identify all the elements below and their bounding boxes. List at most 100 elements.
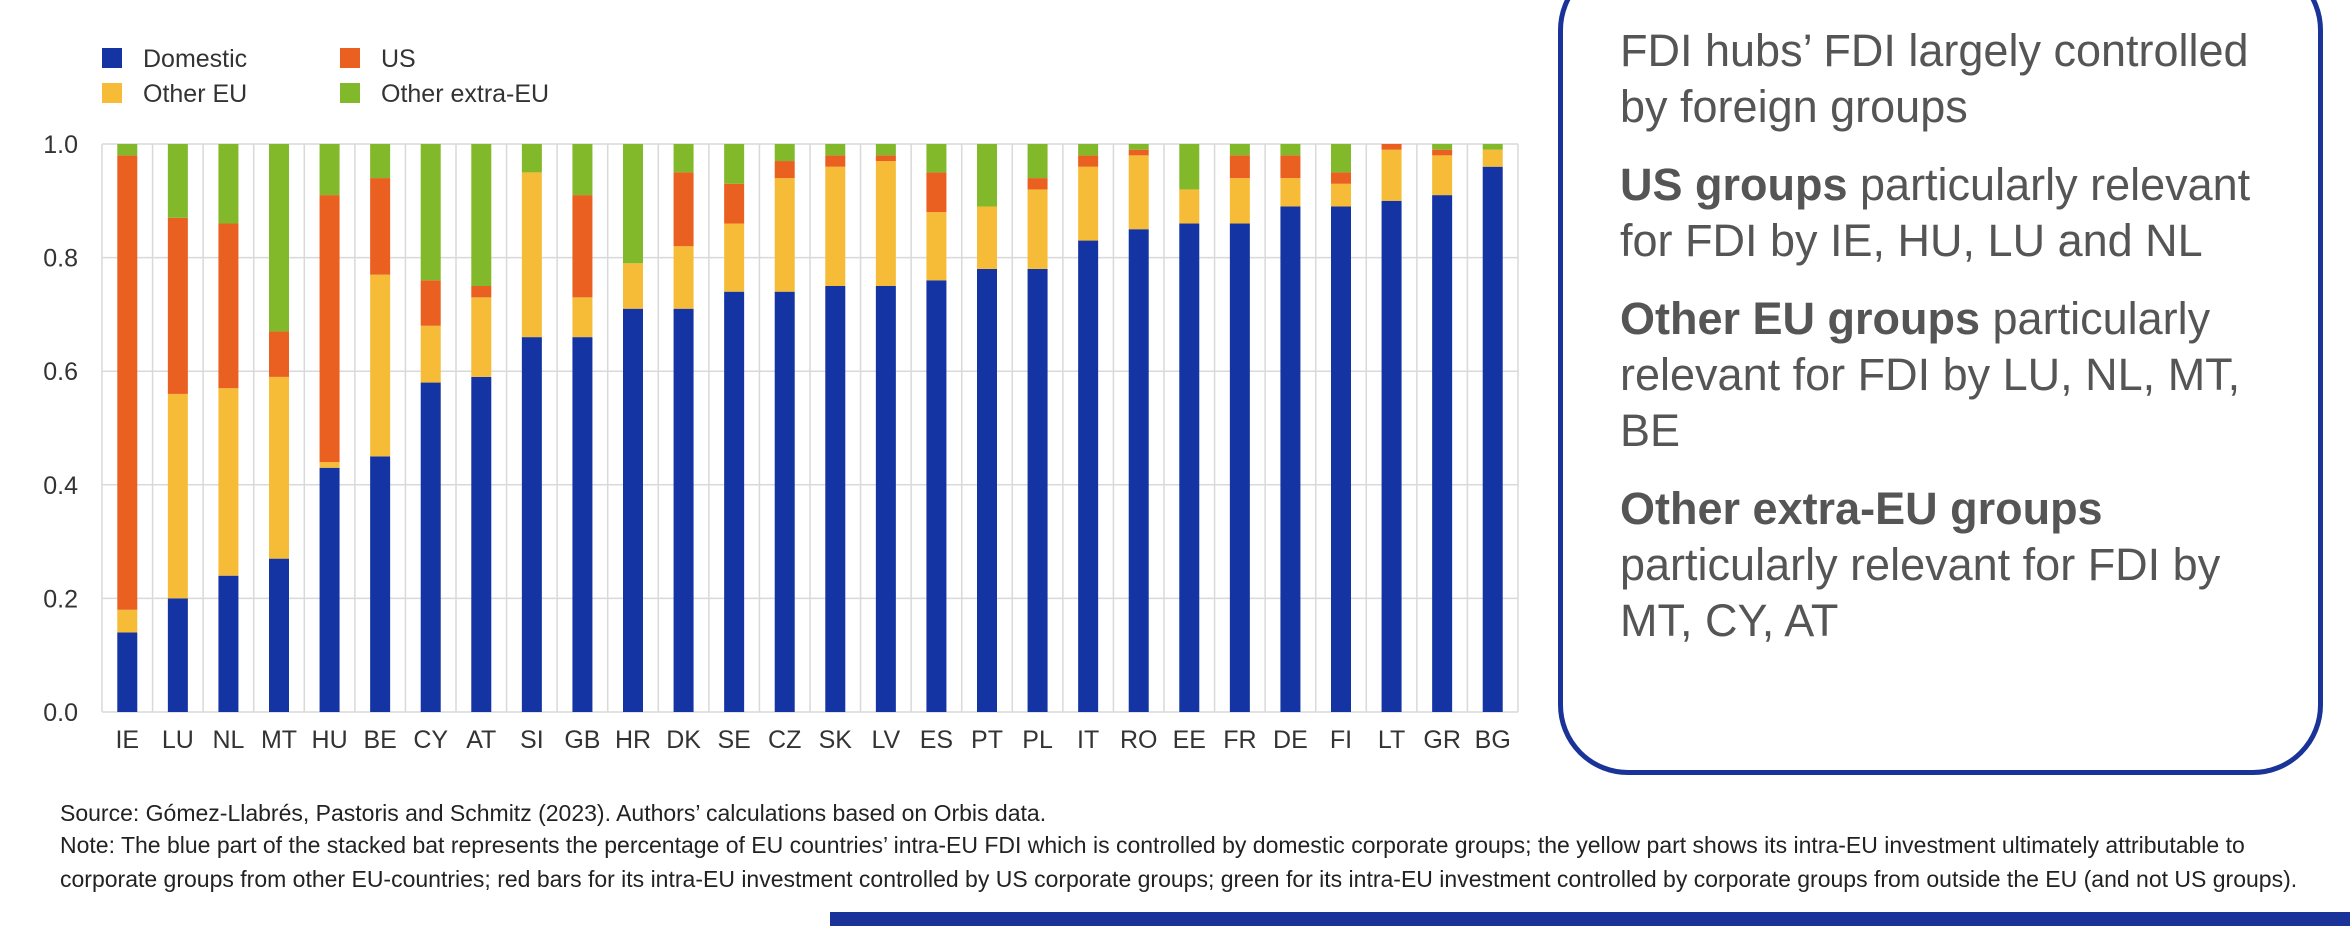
bar-segment-other-eu-mt xyxy=(269,376,289,559)
bar-segment-us-pl xyxy=(1027,178,1048,190)
bar-segment-other-extra-eu-es xyxy=(926,144,947,173)
bar-segment-other-extra-eu-ee xyxy=(1179,144,1200,190)
bar-segment-domestic-se xyxy=(724,291,745,712)
finding-2: US groups particularly relevant for FDI … xyxy=(1620,157,2280,269)
bar-segment-other-extra-eu-fr xyxy=(1229,144,1250,156)
key-findings-panel: FDI hubs’ FDI largely controlled by fore… xyxy=(1558,0,2323,775)
bar-segment-other-eu-sk xyxy=(825,166,846,286)
legend-swatch xyxy=(102,48,122,68)
bar-segment-domestic-be xyxy=(370,456,391,712)
bar-segment-us-gr xyxy=(1432,149,1453,156)
bar-segment-us-de xyxy=(1280,155,1301,179)
bar-segment-other-extra-eu-pt xyxy=(977,144,997,207)
bar-segment-other-eu-fr xyxy=(1229,178,1250,224)
bar-segment-domestic-cy xyxy=(420,382,441,712)
bar-segment-other-eu-gb xyxy=(572,297,593,338)
y-tick-label: 1.0 xyxy=(43,131,78,159)
y-tick-label: 0.2 xyxy=(43,585,78,613)
bar-segment-us-es xyxy=(926,172,947,213)
y-tick-label: 0.0 xyxy=(43,699,78,727)
bar-segment-domestic-hr xyxy=(623,308,643,712)
bar-segment-domestic-dk xyxy=(673,308,694,712)
x-tick-label: PT xyxy=(971,726,1003,754)
finding-3-text: particularly relevant for FDI by LU, NL,… xyxy=(1620,293,2241,456)
legend-label: Other extra-EU xyxy=(381,80,549,108)
x-tick-label: EE xyxy=(1173,726,1206,754)
bar-segment-domestic-gr xyxy=(1432,195,1453,712)
x-tick-label: SE xyxy=(717,726,750,754)
bar-segment-other-extra-eu-gb xyxy=(572,144,593,196)
bar-segment-domestic-si xyxy=(521,337,542,712)
x-tick-label: MT xyxy=(261,726,297,754)
bar-segment-domestic-gb xyxy=(572,337,593,712)
bar-segment-other-extra-eu-ro xyxy=(1128,144,1149,150)
y-tick-label: 0.4 xyxy=(43,472,78,500)
x-tick-label: CY xyxy=(413,726,448,754)
bar-segment-us-dk xyxy=(673,172,694,247)
bar-segment-other-eu-bg xyxy=(1482,149,1503,167)
bar-segment-domestic-es xyxy=(926,280,947,712)
bar-segment-other-extra-eu-hu xyxy=(319,144,340,196)
x-tick-label: LT xyxy=(1378,726,1405,754)
bar-segment-domestic-nl xyxy=(218,575,239,712)
chart-legend: Domestic Other EU US Other extra-EU xyxy=(102,45,549,108)
bar-segment-other-extra-eu-cy xyxy=(420,144,441,281)
bottom-accent-bar xyxy=(830,912,2350,926)
finding-3-bold: Other EU groups xyxy=(1620,293,1981,344)
bar-segment-us-it xyxy=(1078,155,1099,167)
bar-segment-domestic-ro xyxy=(1128,229,1149,712)
bar-segment-domestic-de xyxy=(1280,206,1301,713)
bar-segment-us-gb xyxy=(572,195,593,298)
x-tick-label: ES xyxy=(920,726,953,754)
bar-segment-other-extra-eu-it xyxy=(1078,144,1099,156)
legend-label: Other EU xyxy=(143,80,247,108)
bar-segment-other-extra-eu-cz xyxy=(774,144,795,162)
bar-segment-other-extra-eu-at xyxy=(471,144,492,286)
x-tick-label: FR xyxy=(1223,726,1256,754)
bar-segment-other-eu-cy xyxy=(420,325,441,383)
legend-swatch xyxy=(340,48,360,68)
bar-segment-other-eu-ro xyxy=(1128,155,1149,230)
finding-1: FDI hubs’ FDI largely controlled by fore… xyxy=(1620,23,2280,135)
x-tick-label: CZ xyxy=(768,726,801,754)
finding-2-bold: US groups xyxy=(1620,159,1848,210)
x-tick-label: PL xyxy=(1022,726,1053,754)
bar-segment-other-eu-hr xyxy=(623,263,643,309)
finding-2-text: particularly relevant for FDI by IE, HU,… xyxy=(1620,159,2251,266)
x-tick-label: BG xyxy=(1475,726,1511,754)
bar-segment-other-eu-dk xyxy=(673,246,694,309)
x-tick-label: GB xyxy=(564,726,600,754)
bar-segment-domestic-hu xyxy=(319,467,340,712)
bar-segment-domestic-at xyxy=(471,376,492,712)
bar-segment-us-nl xyxy=(218,223,239,389)
chart-grid xyxy=(101,143,1519,713)
bar-segment-other-extra-eu-sk xyxy=(825,144,846,156)
x-tick-label: DE xyxy=(1273,726,1308,754)
source-note: Source: Gómez-Llabrés, Pastoris and Schm… xyxy=(60,800,1047,826)
bar-segment-domestic-lu xyxy=(167,598,188,712)
x-tick-label: AT xyxy=(466,726,496,754)
bar-segment-other-eu-si xyxy=(521,172,542,338)
bar-segment-other-eu-be xyxy=(370,274,391,457)
bar-segment-other-extra-eu-pl xyxy=(1027,144,1048,179)
x-tick-label: GR xyxy=(1423,726,1461,754)
bar-segment-other-eu-es xyxy=(926,212,947,281)
chart-bars xyxy=(117,144,1503,713)
legend-label: US xyxy=(381,45,416,73)
bar-segment-other-extra-eu-dk xyxy=(673,144,694,173)
x-tick-label: LU xyxy=(162,726,194,754)
bar-segment-domestic-mt xyxy=(269,558,289,712)
bar-segment-other-extra-eu-lv xyxy=(875,144,896,156)
bar-segment-other-eu-cz xyxy=(774,178,795,292)
bar-segment-other-extra-eu-si xyxy=(521,144,542,173)
bar-segment-other-extra-eu-bg xyxy=(1482,144,1503,150)
bar-segment-domestic-fi xyxy=(1331,206,1351,713)
bar-segment-other-extra-eu-mt xyxy=(269,144,289,332)
x-tick-label: RO xyxy=(1120,726,1158,754)
bar-segment-us-lu xyxy=(167,217,188,394)
x-tick-label: IT xyxy=(1077,726,1099,754)
bar-segment-other-eu-fi xyxy=(1331,183,1351,207)
y-tick-label: 0.8 xyxy=(43,245,78,273)
bar-segment-other-extra-eu-fi xyxy=(1331,144,1351,173)
chart-axes: IE LU NL MT HU BE CY AT SI GB HR DK SE CZ SK LV ES PT PL IT… xyxy=(43,131,1511,754)
